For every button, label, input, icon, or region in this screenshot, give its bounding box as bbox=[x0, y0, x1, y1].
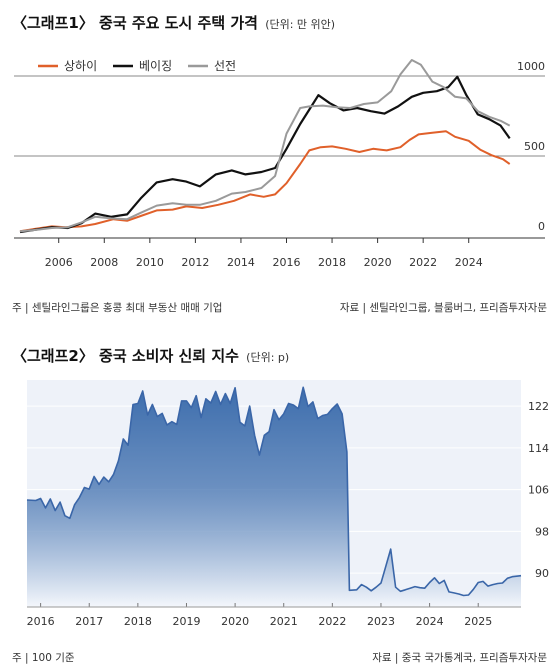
chart2-title: 〈그래프2〉 중국 소비자 신뢰 지수 (단위: p) bbox=[12, 345, 289, 366]
x-tick-2020: 2020 bbox=[364, 256, 392, 269]
y-tick-106: 106 bbox=[528, 484, 549, 497]
x-tick-2021: 2021 bbox=[270, 615, 298, 628]
series-line-2 bbox=[19, 59, 511, 233]
x-tick-2019: 2019 bbox=[172, 615, 200, 628]
chart1-source: 자료 | 센틸라인그룹, 블룸버그, 프리즘투자자문 bbox=[339, 302, 547, 314]
y-tick-114: 114 bbox=[528, 442, 549, 455]
chart2-footnote: 주 | 100 기준 bbox=[12, 652, 75, 664]
legend-label-0: 상하이 bbox=[64, 59, 97, 73]
legend-label-1: 베이징 bbox=[139, 59, 172, 73]
series-line-1 bbox=[19, 75, 511, 234]
chart1-unit: (단위: 만 위안) bbox=[265, 18, 336, 31]
x-tick-2018: 2018 bbox=[124, 615, 152, 628]
x-tick-2012: 2012 bbox=[181, 256, 209, 269]
chart1-footer: 주 | 센틸라인그룹은 홍콩 최대 부동산 매매 기업 자료 | 센틸라인그룹,… bbox=[12, 300, 547, 315]
chart2-source: 자료 | 중국 국가통계국, 프리즘투자자문 bbox=[372, 652, 547, 664]
chart1-title-text: 〈그래프1〉 중국 주요 도시 주택 가격 bbox=[12, 14, 258, 32]
x-tick-2008: 2008 bbox=[90, 256, 118, 269]
y-tick-122: 122 bbox=[528, 400, 549, 413]
x-tick-2014: 2014 bbox=[227, 256, 255, 269]
y-tick-90: 90 bbox=[535, 567, 549, 580]
chart2-unit: (단위: p) bbox=[246, 351, 290, 364]
x-tick-2006: 2006 bbox=[45, 256, 73, 269]
series-line-0 bbox=[19, 130, 511, 233]
y-tick-1000: 1000 bbox=[517, 60, 545, 73]
x-tick-2016: 2016 bbox=[273, 256, 301, 269]
y-tick-500: 500 bbox=[524, 140, 545, 153]
series-area bbox=[27, 387, 521, 607]
x-tick-2020: 2020 bbox=[221, 615, 249, 628]
x-tick-2022: 2022 bbox=[318, 615, 346, 628]
y-tick-0: 0 bbox=[538, 220, 545, 233]
series-line bbox=[26, 386, 522, 597]
x-tick-2018: 2018 bbox=[318, 256, 346, 269]
x-tick-2023: 2023 bbox=[367, 615, 395, 628]
chart1-footnote: 주 | 센틸라인그룹은 홍콩 최대 부동산 매매 기업 bbox=[12, 302, 223, 314]
chart2-title-text: 〈그래프2〉 중국 소비자 신뢰 지수 bbox=[12, 347, 239, 365]
x-tick-2017: 2017 bbox=[75, 615, 103, 628]
x-tick-2024: 2024 bbox=[416, 615, 444, 628]
x-tick-2022: 2022 bbox=[409, 256, 437, 269]
chart1-house-price-chart: 상하이 베이징 선전 1000 500 0 2006 2008 2010 2012 2014 2016… bbox=[14, 59, 545, 269]
legend-label-2: 선전 bbox=[214, 59, 236, 73]
chart2-footer: 주 | 100 기준 자료 | 중국 국가통계국, 프리즘투자자문 bbox=[12, 650, 547, 665]
chart1-title: 〈그래프1〉 중국 주요 도시 주택 가격 (단위: 만 위안) bbox=[12, 12, 335, 33]
x-tick-2024: 2024 bbox=[455, 256, 483, 269]
chart2-consumer-confidence-chart: 122 114 106 98 90 2016 2017 2018 2019 2020 2021 202… bbox=[26, 380, 549, 628]
x-tick-2010: 2010 bbox=[136, 256, 164, 269]
x-tick-2025: 2025 bbox=[464, 615, 492, 628]
x-tick-2016: 2016 bbox=[27, 615, 55, 628]
y-tick-98: 98 bbox=[535, 525, 549, 538]
